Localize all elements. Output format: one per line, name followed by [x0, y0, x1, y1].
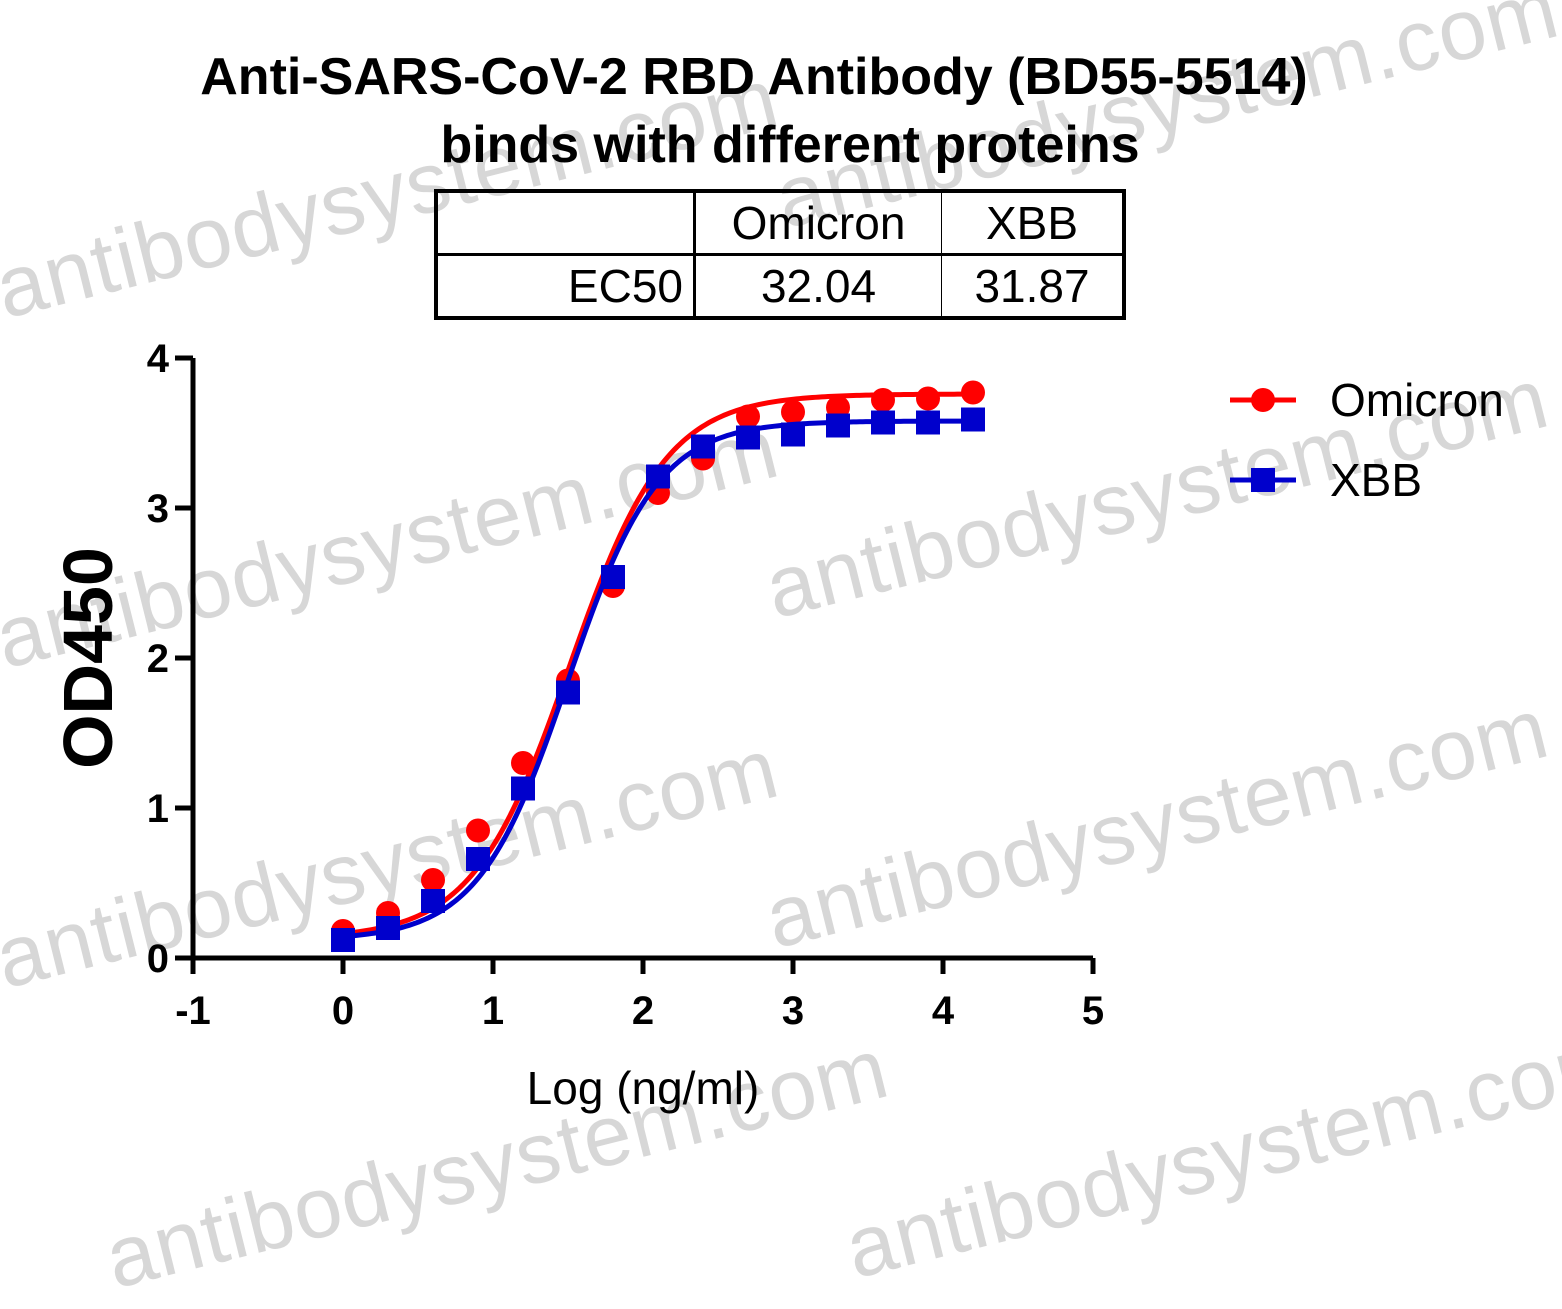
legend-marker-omicron [1251, 388, 1275, 412]
ec50-header-omicron: Omicron [694, 190, 942, 256]
x-tick-label: 0 [332, 989, 354, 1033]
data-point-xbb [421, 889, 445, 913]
data-point-omicron [511, 751, 535, 775]
x-tick-label: 1 [482, 989, 504, 1033]
x-tick-label: 2 [632, 989, 654, 1033]
data-point-omicron [466, 818, 490, 843]
y-tick-label: 1 [147, 787, 169, 831]
data-point-xbb [691, 434, 715, 459]
x-axis-label: Log (ng/ml) [527, 1062, 760, 1114]
legend-label-xbb: XBB [1330, 454, 1422, 506]
data-point-xbb [736, 425, 760, 450]
data-point-omicron [916, 386, 940, 411]
x-tick-label: 5 [1082, 989, 1104, 1033]
y-tick-label: 2 [147, 637, 169, 681]
data-point-xbb [601, 565, 625, 589]
legend-label-omicron: Omicron [1330, 374, 1504, 426]
data-point-xbb [376, 916, 400, 940]
data-point-omicron [961, 380, 985, 405]
ec50-value-xbb: 31.87 [941, 254, 1125, 319]
legend-marker-xbb [1251, 468, 1275, 492]
data-point-xbb [466, 847, 490, 871]
ec50-row-label: EC50 [435, 254, 696, 319]
ec50-table-value-row: EC50 32.04 31.87 [435, 254, 1125, 319]
data-point-xbb [871, 410, 895, 435]
y-tick-label: 3 [147, 487, 169, 531]
data-point-xbb [781, 422, 805, 447]
y-tick-label: 4 [147, 337, 170, 381]
data-point-xbb [916, 410, 940, 435]
data-point-xbb [511, 776, 535, 801]
x-tick-label: 3 [782, 989, 804, 1033]
ec50-header-xbb: XBB [941, 190, 1125, 256]
data-point-omicron [781, 400, 805, 424]
data-point-xbb [331, 928, 355, 952]
data-point-xbb [646, 464, 670, 489]
ec50-value-omicron: 32.04 [694, 254, 942, 319]
y-axis-label: OD450 [49, 547, 127, 769]
ec50-table-corner [435, 190, 696, 256]
data-point-xbb [556, 680, 580, 705]
x-tick-label: 4 [932, 989, 955, 1033]
data-point-omicron [871, 388, 895, 412]
data-point-omicron [421, 868, 445, 892]
chart-title-line-2: binds with different proteins [440, 116, 1140, 174]
data-point-xbb [826, 413, 850, 438]
chart-title-line-1: Anti-SARS-CoV-2 RBD Antibody (BD55-5514) [200, 48, 1308, 106]
data-point-xbb [961, 407, 985, 432]
y-tick-label: 0 [147, 937, 169, 981]
x-tick-label: -1 [175, 989, 211, 1033]
data-point-omicron [736, 404, 760, 429]
ec50-table-header-row: Omicron XBB [435, 190, 1125, 256]
ec50-table: Omicron XBB EC50 32.04 31.87 [434, 189, 1126, 320]
